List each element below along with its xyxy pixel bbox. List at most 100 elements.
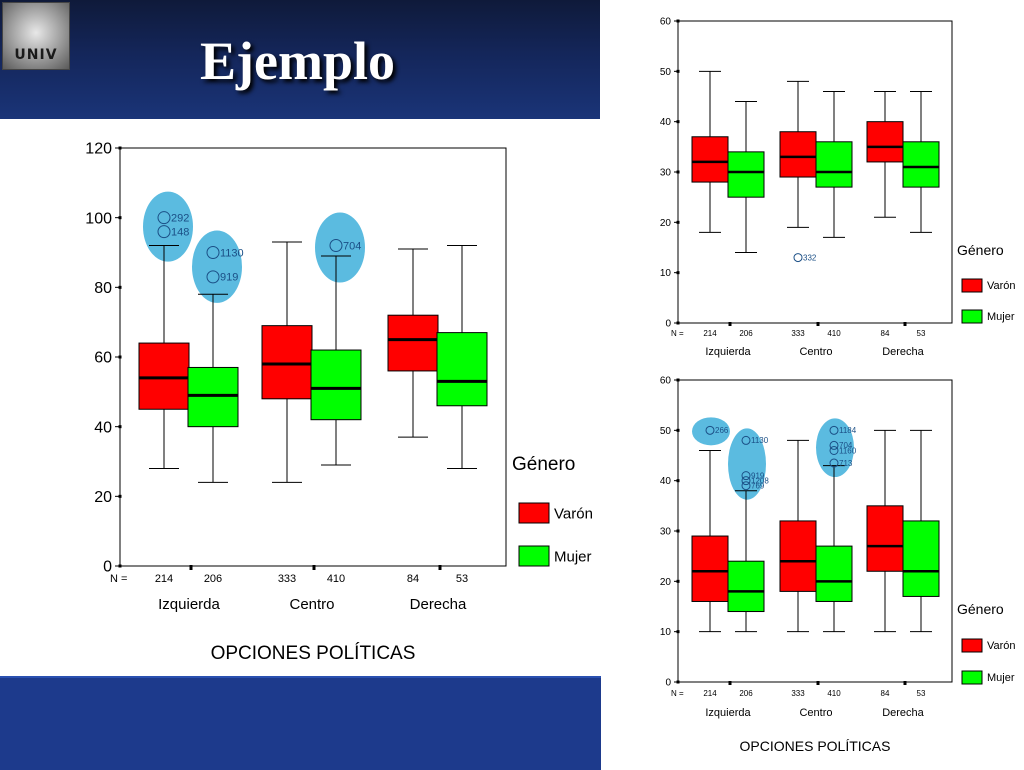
y-tick-dot <box>118 216 122 220</box>
x-category-label: Centro <box>289 596 334 613</box>
legend-swatch-mujer <box>961 670 983 685</box>
outlier-label: 1130 <box>220 247 244 259</box>
y-tick-label: 60 <box>94 350 112 367</box>
y-tick-dot <box>676 680 680 684</box>
y-tick-label: 10 <box>660 627 672 638</box>
n-value: 333 <box>278 573 296 585</box>
n-row-label: N = <box>671 689 684 698</box>
x-category-label: Izquierda <box>705 707 751 719</box>
outlier-marker <box>829 445 839 455</box>
slide-title: Ejemplo <box>200 31 395 91</box>
x-axis-title: OPCIONES POLÍTICAS <box>211 643 416 664</box>
outlier-label: 1130 <box>751 436 769 445</box>
outlier-label: 1208 <box>751 476 769 485</box>
n-value: 206 <box>204 573 222 585</box>
y-tick-label: 40 <box>660 476 672 487</box>
y-tick-dot <box>118 564 122 568</box>
outlier-label: 1184 <box>839 426 857 435</box>
n-value: 84 <box>881 329 890 338</box>
x-category-label: Derecha <box>882 707 924 719</box>
n-value: 214 <box>703 329 717 338</box>
y-tick-dot <box>676 378 680 382</box>
title-banner: UNIV Ejemplo <box>0 0 600 119</box>
outlier-marker <box>829 425 839 435</box>
outlier-label: 1160 <box>839 446 857 455</box>
legend-title: Género <box>957 601 1004 617</box>
y-tick-label: 20 <box>660 218 672 229</box>
n-value: 206 <box>739 689 753 698</box>
y-tick-dot <box>118 494 122 498</box>
n-value: 410 <box>327 573 345 585</box>
x-category-label: Centro <box>799 346 832 358</box>
n-value: 206 <box>739 329 753 338</box>
y-tick-dot <box>676 220 680 224</box>
x-category-separator <box>816 322 820 326</box>
outlier-marker <box>705 425 715 435</box>
x-category-separator <box>312 565 316 570</box>
outlier-marker <box>741 481 751 491</box>
outlier-label: 713 <box>839 459 853 468</box>
footer-band <box>0 676 601 770</box>
y-tick-label: 100 <box>85 210 112 227</box>
x-category-separator <box>728 681 732 685</box>
outlier-highlight-ellipse <box>816 418 854 478</box>
x-category-label: Izquierda <box>705 346 751 358</box>
y-tick-dot <box>118 355 122 359</box>
y-tick-dot <box>676 69 680 73</box>
outlier-label: 919 <box>220 272 238 284</box>
x-category-separator <box>903 322 907 326</box>
box-mujer <box>187 366 239 428</box>
outlier-highlight-ellipse <box>315 212 365 283</box>
x-category-separator <box>438 565 442 570</box>
y-tick-label: 20 <box>94 489 112 506</box>
box-varon <box>779 131 817 178</box>
outlier-label: 704 <box>839 441 853 450</box>
n-value: 84 <box>407 573 419 585</box>
box-varon <box>691 535 729 602</box>
outlier-label: 769 <box>751 482 765 491</box>
x-category-label: Derecha <box>410 596 467 613</box>
box-varon <box>691 136 729 183</box>
y-tick-label: 50 <box>660 67 672 78</box>
outlier-label: 332 <box>803 253 817 262</box>
legend-swatch-varon <box>961 638 983 653</box>
n-row-label: N = <box>671 329 684 338</box>
n-value: 53 <box>456 573 468 585</box>
outlier-marker <box>206 270 220 284</box>
right-edge <box>1016 0 1024 768</box>
legend-swatch-varon <box>518 502 550 524</box>
x-category-separator <box>189 565 193 570</box>
x-category-label: Derecha <box>882 346 924 358</box>
x-category-label: Centro <box>799 707 832 719</box>
x-category-separator <box>903 681 907 685</box>
outlier-marker <box>793 253 803 263</box>
y-tick-dot <box>676 579 680 583</box>
box-varon <box>387 314 439 372</box>
n-row-label: N = <box>110 573 127 585</box>
legend-label: Mujer <box>987 311 1015 323</box>
outlier-label: 919 <box>751 471 765 480</box>
y-tick-label: 60 <box>660 376 672 387</box>
outlier-label: 704 <box>343 240 361 252</box>
n-value: 410 <box>827 689 841 698</box>
legend-label: Mujer <box>987 672 1015 684</box>
box-mujer <box>310 349 362 421</box>
box-varon <box>779 520 817 592</box>
outlier-marker <box>157 225 171 239</box>
y-tick-label: 60 <box>660 17 672 28</box>
box-varon <box>138 342 190 410</box>
n-value: 410 <box>827 329 841 338</box>
x-category-separator <box>816 681 820 685</box>
outlier-marker <box>157 211 171 225</box>
y-tick-label: 120 <box>85 141 112 158</box>
box-mujer <box>727 151 765 198</box>
legend-title: Género <box>957 242 1004 258</box>
x-category-label: Izquierda <box>158 596 220 613</box>
outlier-marker <box>741 476 751 486</box>
n-value: 53 <box>917 689 926 698</box>
box-varon <box>866 121 904 163</box>
y-tick-label: 40 <box>94 419 112 436</box>
outlier-marker <box>206 246 220 259</box>
